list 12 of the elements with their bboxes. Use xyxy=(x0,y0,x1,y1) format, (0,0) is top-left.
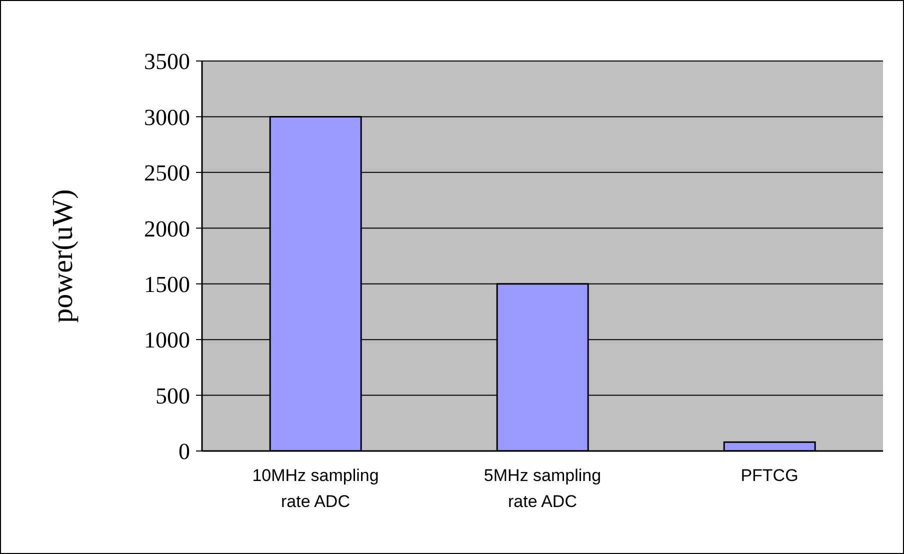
y-tick-label: 500 xyxy=(156,383,190,408)
x-tick-label: 10MHz sampling rate ADC xyxy=(252,466,379,511)
y-tick-label: 0 xyxy=(178,439,190,464)
y-tick-label: 1000 xyxy=(144,328,190,353)
x-tick-label: 5MHz sampling rate ADC xyxy=(484,466,602,511)
y-tick-label: 1500 xyxy=(144,272,190,298)
y-tick-label: 3500 xyxy=(144,49,190,74)
y-tick-label: 2000 xyxy=(144,216,190,242)
y-axis-title: power(uW) xyxy=(47,189,79,323)
y-tick-label: 2500 xyxy=(144,160,190,186)
x-tick-label: PFTCG xyxy=(740,466,798,485)
y-tick-label: 3000 xyxy=(144,104,190,130)
